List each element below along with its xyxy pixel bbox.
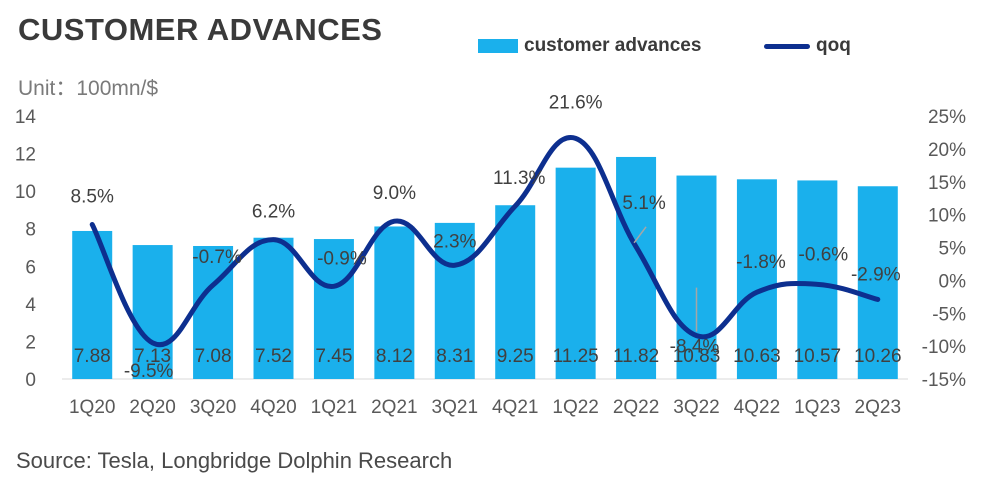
qoq-value-label: 8.5% xyxy=(71,186,114,207)
x-tick-label: 2Q22 xyxy=(613,397,659,418)
qoq-value-label: 2.3% xyxy=(433,231,476,252)
x-tick-label: 4Q21 xyxy=(492,397,538,418)
x-tick-label: 1Q23 xyxy=(794,397,840,418)
x-tick-label: 2Q23 xyxy=(855,397,901,418)
unit-label: Unit：100mn/$ xyxy=(18,77,159,100)
x-tick-label: 4Q22 xyxy=(734,397,780,418)
qoq-value-label: -1.8% xyxy=(736,252,786,273)
y-right-tick-label: -15% xyxy=(922,370,966,391)
bar-value-label: 7.88 xyxy=(74,346,111,367)
source-note: Source: Tesla, Longbridge Dolphin Resear… xyxy=(16,448,453,473)
x-tick-label: 2Q21 xyxy=(371,397,417,418)
bar xyxy=(676,175,717,379)
y-right-tick-label: 25% xyxy=(928,107,966,128)
bar-value-label: 8.12 xyxy=(376,346,413,367)
x-tick-label: 3Q21 xyxy=(432,397,478,418)
bar xyxy=(374,226,415,379)
label-leader-line xyxy=(633,226,647,244)
y-left-tick-label: 12 xyxy=(15,145,36,166)
bar xyxy=(555,167,596,379)
x-tick-label: 2Q20 xyxy=(129,397,175,418)
qoq-value-label: -8.4% xyxy=(670,337,720,358)
bar xyxy=(857,186,898,379)
bar-value-label: 7.45 xyxy=(315,346,352,367)
y-right-tick-label: 10% xyxy=(928,206,966,227)
bar-value-label: 7.08 xyxy=(195,346,232,367)
x-tick-label: 3Q20 xyxy=(190,397,236,418)
qoq-value-label: 6.2% xyxy=(252,202,295,223)
y-right-tick-label: 0% xyxy=(939,271,967,292)
bar-value-label: 7.13 xyxy=(134,346,171,367)
bar xyxy=(495,205,536,379)
bar xyxy=(253,237,294,379)
bar xyxy=(313,239,354,379)
qoq-value-label: -9.5% xyxy=(124,361,174,382)
x-tick-label: 1Q21 xyxy=(311,397,357,418)
bar xyxy=(132,245,173,379)
y-right-tick-label: 15% xyxy=(928,173,966,194)
qoq-value-label: -2.9% xyxy=(851,264,901,285)
bar-value-label: 10.83 xyxy=(673,346,721,367)
bar-value-label: 8.31 xyxy=(436,346,473,367)
qoq-value-label: 21.6% xyxy=(549,92,603,113)
x-tick-label: 4Q20 xyxy=(250,397,296,418)
legend-swatch-line xyxy=(764,43,810,49)
legend-item-bar: customer advances xyxy=(478,34,701,58)
qoq-value-label: 5.1% xyxy=(622,193,665,214)
y-left-tick-label: 0 xyxy=(25,370,36,391)
y-right-tick-label: 5% xyxy=(939,239,967,260)
qoq-value-label: 11.3% xyxy=(493,168,546,189)
legend-swatch-bar xyxy=(478,39,518,53)
bar xyxy=(193,245,234,379)
y-left-tick-label: 8 xyxy=(25,220,36,241)
bar-value-label: 10.63 xyxy=(733,346,781,367)
x-tick-label: 1Q22 xyxy=(552,397,598,418)
bar-value-label: 11.25 xyxy=(553,346,599,367)
y-left-tick-label: 14 xyxy=(15,107,37,128)
bar-value-label: 10.26 xyxy=(854,346,902,367)
bar-value-label: 10.57 xyxy=(794,346,842,367)
bar-value-label: 7.52 xyxy=(255,346,292,367)
legend-label-bar: customer advances xyxy=(524,35,702,56)
y-left-tick-label: 6 xyxy=(25,257,36,278)
legend-item-line: qoq xyxy=(764,34,851,58)
y-right-tick-label: -5% xyxy=(932,304,966,325)
qoq-value-label: -0.9% xyxy=(317,248,367,269)
legend-label-line: qoq xyxy=(816,35,851,56)
qoq-value-label: -0.7% xyxy=(192,247,242,268)
y-left-tick-label: 10 xyxy=(15,182,36,203)
bar xyxy=(797,180,838,379)
qoq-line xyxy=(89,135,881,348)
x-tick-label: 1Q20 xyxy=(69,397,115,418)
x-tick-label: 3Q22 xyxy=(673,397,719,418)
bar-value-label: 9.25 xyxy=(497,346,534,367)
qoq-value-label: -0.6% xyxy=(799,244,849,265)
bar xyxy=(434,222,475,379)
qoq-value-label: 9.0% xyxy=(373,183,416,204)
y-right-tick-label: -10% xyxy=(922,337,966,358)
y-left-tick-label: 2 xyxy=(25,332,36,353)
y-right-tick-label: 20% xyxy=(928,140,966,161)
bar-value-label: 11.82 xyxy=(613,346,659,367)
bar xyxy=(736,179,777,379)
y-left-tick-label: 4 xyxy=(25,295,36,316)
chart-title: CUSTOMER ADVANCES xyxy=(18,12,383,47)
